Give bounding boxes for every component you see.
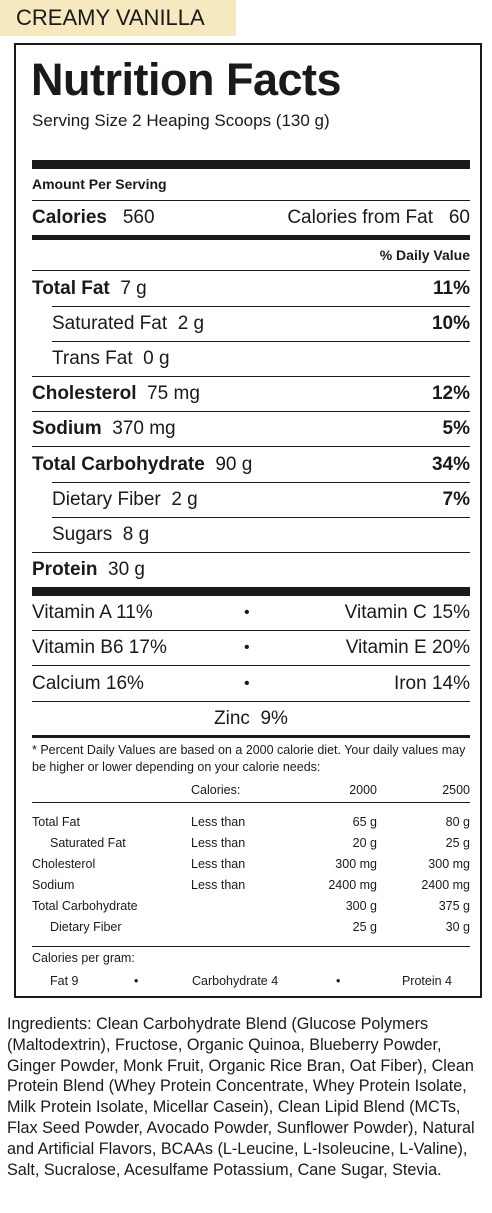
zinc-row: Zinc 9% bbox=[32, 702, 470, 736]
divider bbox=[32, 946, 470, 947]
nutrient-row-total-fat: Total Fat 7 g 11% bbox=[32, 272, 470, 306]
divider bbox=[32, 411, 470, 412]
divider bbox=[32, 701, 470, 702]
divider bbox=[32, 630, 470, 631]
nutrient-row-sodium: Sodium 370 mg 5% bbox=[32, 412, 470, 446]
thick-divider bbox=[32, 160, 470, 169]
nutrient-row-trans-fat: Trans Fat 0 g bbox=[52, 348, 170, 369]
dv-value: 11% bbox=[433, 278, 470, 299]
bullet: • bbox=[244, 639, 250, 656]
nutrient-row-cholesterol: Cholesterol 75 mg 12% bbox=[32, 377, 470, 411]
calories-per-gram-label: Calories per gram: bbox=[32, 951, 135, 965]
divider bbox=[32, 552, 470, 553]
divider bbox=[52, 341, 470, 342]
table-row: Dietary Fiber 25 g 30 g bbox=[50, 920, 470, 934]
divider bbox=[52, 482, 470, 483]
table-row: Saturated Fat Less than 20 g 25 g bbox=[50, 836, 470, 850]
vitamin-row: Vitamin B6 17% • Vitamin E 20% bbox=[32, 631, 470, 665]
bullet: • bbox=[134, 974, 139, 988]
footnote-table-header: Calories: 2000 2500 bbox=[191, 783, 470, 797]
ingredients: Ingredients: Clean Carbohydrate Blend (G… bbox=[7, 1014, 489, 1180]
table-row: Total Fat Less than 65 g 80 g bbox=[32, 815, 470, 829]
divider bbox=[32, 665, 470, 666]
divider bbox=[32, 446, 470, 447]
calories-row: Calories 560 Calories from Fat 60 bbox=[32, 201, 470, 235]
panel-title: Nutrition Facts bbox=[31, 54, 342, 105]
dv-value: 34% bbox=[431, 454, 470, 475]
divider bbox=[32, 200, 470, 201]
nutrient-row-saturated-fat: Saturated Fat 2 g 10% bbox=[52, 307, 470, 341]
bullet: • bbox=[336, 974, 341, 988]
divider bbox=[32, 376, 470, 377]
medium-divider bbox=[32, 735, 470, 738]
bullet: • bbox=[244, 675, 250, 692]
dv-value: 12% bbox=[431, 383, 470, 404]
amount-per-serving: Amount Per Serving bbox=[32, 176, 167, 192]
table-row: Cholesterol Less than 300 mg 300 mg bbox=[32, 857, 470, 871]
table-row: Sodium Less than 2400 mg 2400 mg bbox=[32, 878, 470, 892]
nutrition-facts-panel: Nutrition Facts Serving Size 2 Heaping S… bbox=[14, 43, 482, 998]
vitamin-row: Vitamin A 11% • Vitamin C 15% bbox=[32, 596, 470, 630]
table-row: Total Carbohydrate 300 g 375 g bbox=[32, 899, 470, 913]
thick-divider bbox=[32, 587, 470, 596]
divider bbox=[52, 306, 470, 307]
calories-value: 560 bbox=[122, 207, 155, 228]
ingredients-label: Ingredients: bbox=[7, 1015, 92, 1033]
calories-per-gram-row: Fat 9 • Carbohydrate 4 • Protein 4 bbox=[50, 974, 452, 988]
daily-value-header-row: % Daily Value bbox=[32, 240, 470, 270]
ingredients-text: Clean Carbohydrate Blend (Glucose Polyme… bbox=[7, 1015, 475, 1179]
serving-size: Serving Size 2 Heaping Scoops (130 g) bbox=[32, 111, 330, 130]
calories-from-fat: Calories from Fat 60 bbox=[287, 207, 470, 228]
divider bbox=[32, 802, 470, 803]
dv-value: 10% bbox=[431, 313, 470, 334]
divider bbox=[52, 517, 470, 518]
medium-divider bbox=[32, 235, 470, 240]
nutrient-row-total-carbohydrate: Total Carbohydrate 90 g 34% bbox=[32, 448, 470, 482]
flavor-label: CREAMY VANILLA bbox=[0, 0, 236, 36]
zinc-value: Zinc 9% bbox=[214, 708, 288, 729]
divider bbox=[32, 270, 470, 271]
footnote: * Percent Daily Values are based on a 20… bbox=[32, 743, 466, 774]
dv-value: 7% bbox=[442, 489, 470, 510]
calories-label: Calories bbox=[32, 207, 107, 228]
nutrient-row-sugars: Sugars 8 g bbox=[52, 524, 150, 545]
vitamin-row: Calcium 16% • Iron 14% bbox=[32, 667, 470, 701]
nutrient-row-protein: Protein 30 g bbox=[32, 559, 145, 580]
daily-value-header: % Daily Value bbox=[379, 247, 470, 263]
nutrient-row-dietary-fiber: Dietary Fiber 2 g 7% bbox=[52, 483, 470, 517]
bullet: • bbox=[244, 604, 250, 621]
dv-value: 5% bbox=[442, 418, 470, 439]
